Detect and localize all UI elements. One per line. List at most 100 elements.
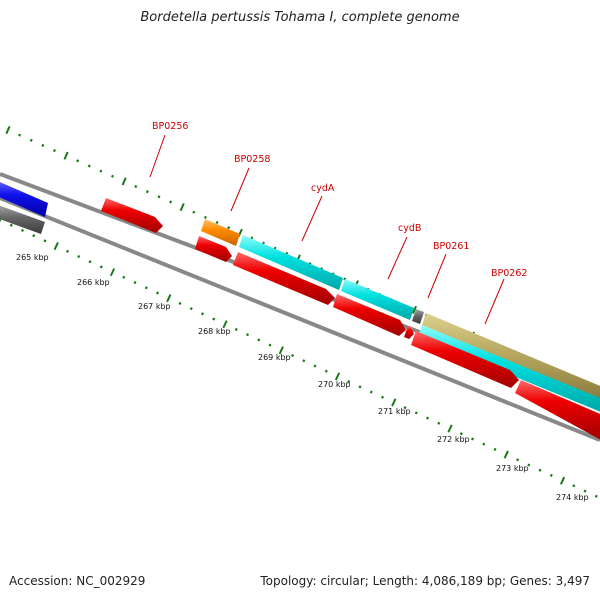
feature-red-4[interactable] — [404, 326, 414, 339]
feature-bp0262-cyan[interactable] — [418, 325, 600, 412]
label-bp0262[interactable]: BP0262 — [491, 268, 527, 279]
outer-tick — [41, 143, 45, 147]
inner-tick — [347, 380, 351, 384]
outer-tick — [411, 305, 418, 314]
feature-bp0256[interactable] — [101, 198, 163, 233]
outer-tick — [145, 190, 149, 194]
label-bp0256[interactable]: BP0256 — [152, 121, 188, 132]
kbp-label: 270 kbp — [318, 380, 351, 389]
inner-tick — [594, 494, 598, 498]
outer-tick — [63, 151, 69, 160]
inner-tick — [166, 294, 172, 303]
outer-tick — [157, 195, 161, 199]
feature-red-2[interactable] — [233, 252, 335, 305]
callout-line-bp0262 — [484, 278, 505, 325]
inner-tick — [257, 338, 261, 342]
inner-tick — [234, 327, 238, 332]
outer-tick — [179, 203, 185, 212]
outer-tick — [250, 236, 254, 240]
inner-tick — [572, 484, 576, 488]
feature-bp0262-khaki[interactable] — [422, 313, 600, 400]
kbp-label: 266 kbp — [77, 278, 110, 287]
inner-tick — [109, 268, 116, 277]
outer-tick — [227, 226, 231, 230]
callout-line-bp0258 — [230, 167, 250, 212]
inner-tick — [20, 228, 25, 232]
genome-summary-text: Topology: circular; Length: 4,086,189 bp… — [260, 574, 590, 588]
inner-tick — [527, 463, 531, 467]
feature-bp0258-orange[interactable] — [201, 219, 240, 246]
inner-tick — [189, 307, 193, 311]
kbp-label: 274 kbp — [556, 493, 589, 502]
kbp-label: 269 kbp — [258, 353, 291, 362]
inner-tick — [246, 333, 250, 337]
outer-tick — [52, 149, 56, 153]
kbp-label: 265 kbp — [16, 253, 49, 262]
inner-tick — [403, 406, 407, 410]
map-title: Bordetella pertussis Tohama I, complete … — [140, 10, 460, 25]
inner-tick — [278, 346, 284, 355]
inner-tick — [144, 286, 148, 290]
outer-tick — [99, 169, 103, 173]
label-bp0258[interactable]: BP0258 — [234, 154, 270, 165]
inner-tick — [437, 421, 441, 425]
outer-tick — [29, 138, 33, 142]
inner-tick — [122, 275, 126, 279]
inner-tick — [53, 242, 59, 251]
inner-tick — [77, 254, 81, 259]
outer-tick — [18, 133, 22, 137]
kbp-label: 272 kbp — [437, 435, 470, 444]
outer-tick — [134, 184, 138, 189]
label-cyda[interactable]: cydA — [311, 183, 335, 194]
inner-tick — [201, 312, 205, 316]
outer-tick — [169, 200, 173, 204]
genome-backbone-lower — [0, 196, 600, 442]
feature-red-3[interactable] — [333, 294, 406, 336]
feature-cydb-cyan[interactable] — [341, 279, 414, 320]
inner-tick — [178, 301, 182, 305]
inner-tick — [291, 353, 295, 358]
inner-tick — [268, 343, 272, 347]
gene-callouts: BP0256 BP0258 cydA cydB BP0261 BP0262 — [149, 121, 527, 325]
label-cydb[interactable]: cydB — [398, 223, 421, 234]
inner-tick — [493, 447, 497, 451]
feature-red-5[interactable] — [411, 331, 519, 388]
inner-tick — [313, 364, 317, 368]
kbp-label: 271 kbp — [378, 407, 411, 416]
inner-tick — [302, 359, 306, 363]
outer-tick — [192, 210, 196, 214]
inner-tick — [32, 234, 36, 238]
inner-tick — [538, 468, 542, 472]
label-bp0261[interactable]: BP0261 — [433, 241, 469, 252]
inner-tick — [459, 432, 463, 436]
feature-bp0261-gray[interactable] — [412, 309, 424, 324]
inner-tick — [156, 291, 160, 295]
inner-tick — [447, 424, 453, 433]
inner-tick — [426, 416, 430, 420]
kbp-scale-labels: 265 kbp 266 kbp 267 kbp 268 kbp 269 kbp … — [16, 253, 589, 502]
callout-line-bp0261 — [427, 253, 447, 299]
inner-tick — [334, 372, 341, 381]
inner-tick — [559, 476, 566, 485]
inner-tick — [471, 437, 475, 441]
inner-tick — [358, 385, 362, 389]
inner-tick — [516, 458, 520, 462]
kbp-label: 268 kbp — [198, 327, 231, 336]
inner-tick — [549, 473, 553, 477]
inner-tick — [133, 281, 137, 285]
kbp-label: 267 kbp — [138, 302, 171, 311]
outer-tick — [215, 220, 219, 225]
feature-blue-left[interactable] — [0, 180, 48, 217]
inner-tick — [324, 369, 328, 373]
inner-tick — [381, 395, 385, 399]
feature-cyda-cyan[interactable] — [239, 235, 343, 290]
feature-red-1[interactable] — [195, 236, 232, 262]
kbp-label: 273 kbp — [496, 464, 529, 473]
feature-red-6[interactable] — [515, 380, 600, 440]
feature-gray-left[interactable] — [0, 204, 45, 234]
inner-tick — [391, 398, 397, 407]
outer-tick — [87, 164, 91, 168]
outer-tick — [76, 159, 80, 163]
inner-tick — [43, 239, 47, 243]
